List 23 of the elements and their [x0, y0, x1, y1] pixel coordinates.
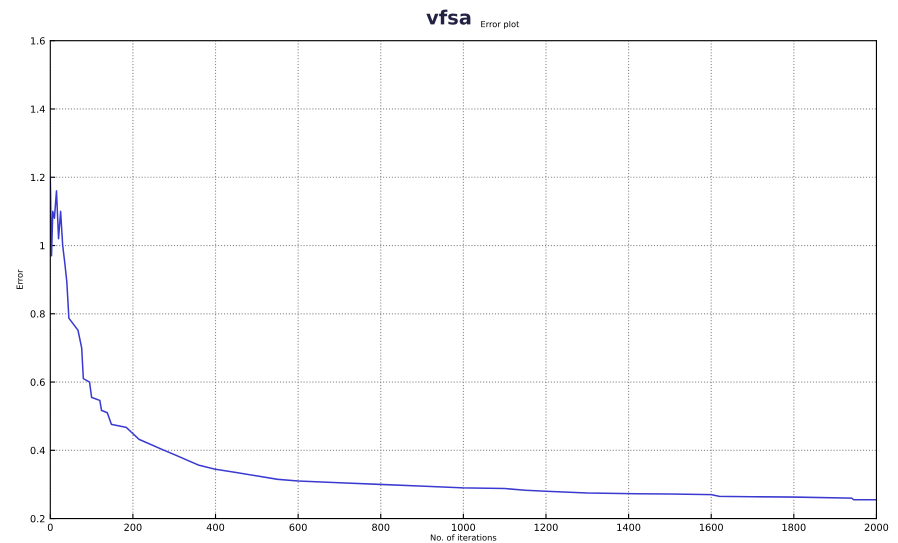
y-tick-label: 0.4	[30, 446, 45, 454]
y-tick-label: 1.2	[31, 174, 44, 181]
x-tick-label: 800	[372, 524, 390, 531]
x-tick-label: 0	[48, 524, 53, 531]
x-tick-label: 1800	[782, 524, 806, 531]
x-tick-label: 1600	[700, 524, 723, 531]
y-axis-title: Error	[16, 269, 23, 289]
y-tick-label: 0.6	[30, 378, 45, 386]
chart-subtitle: Error plot	[481, 20, 520, 29]
y-tick-label: 1.6	[31, 37, 45, 45]
x-tick-label: 1400	[617, 524, 640, 531]
x-tick-label: 1000	[452, 524, 476, 531]
y-tick-label: 1	[40, 242, 45, 250]
x-axis-title: No. of iterations	[430, 534, 496, 541]
y-tick-label: 0.8	[30, 310, 45, 318]
y-tick-label: 1.4	[31, 106, 45, 113]
x-tick-label: 2000	[864, 524, 888, 531]
chart-title: vfsa	[426, 10, 470, 25]
x-tick-label: 600	[290, 524, 307, 531]
y-tick-label: 0.2	[30, 515, 44, 522]
x-tick-label: 200	[124, 524, 142, 531]
x-tick-label: 1200	[534, 524, 558, 531]
x-tick-label: 400	[206, 524, 224, 531]
